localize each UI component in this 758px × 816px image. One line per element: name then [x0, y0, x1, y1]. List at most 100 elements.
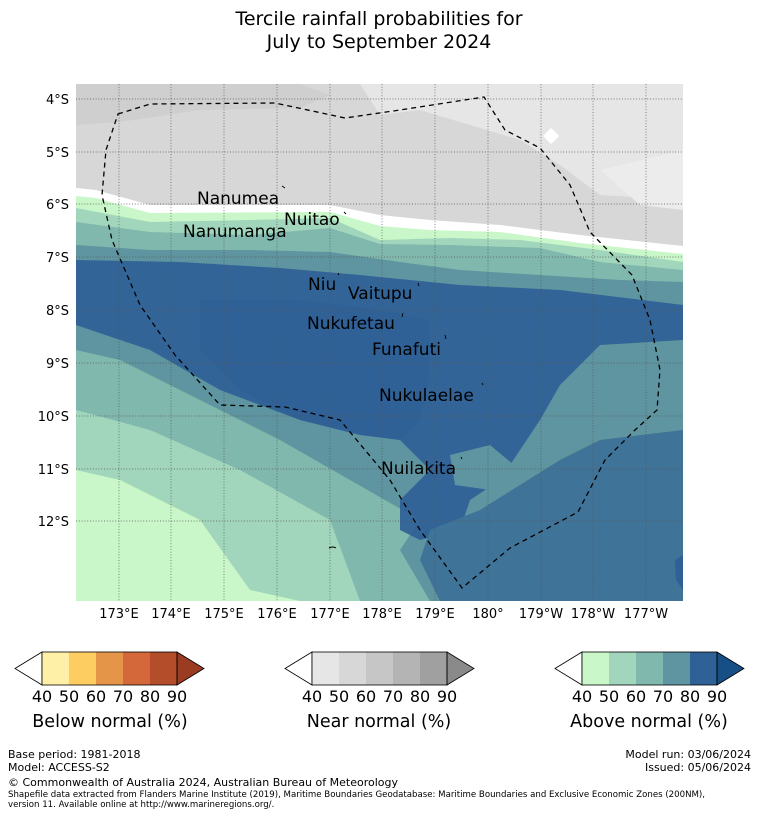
- title-line-1: Tercile rainfall probabilities for: [235, 8, 523, 30]
- shapefile-line-2: version 11. Available online at http://w…: [8, 800, 275, 810]
- near-normal-colorbar: 40 50 60 70 80 90: [284, 651, 475, 706]
- issued-date: Issued: 05/06/2024: [644, 760, 751, 774]
- colorbar-tick-label: 90: [167, 687, 187, 706]
- lat-label: 4°S: [46, 93, 69, 108]
- colorbar-tick-label: 60: [626, 687, 646, 706]
- graticule: [76, 84, 683, 601]
- colorbar-swatch: [582, 652, 609, 685]
- colorbar-frame: [581, 651, 718, 686]
- colorbar-over-extension: [446, 651, 475, 686]
- colorbar-tick-label: 40: [302, 687, 322, 706]
- colorbar-tick-label: 70: [383, 687, 403, 706]
- lon-label: 174°E: [151, 607, 191, 622]
- colorbar-tick-label: 50: [599, 687, 619, 706]
- probability-contours: [76, 84, 683, 601]
- place-label: Nuitao: [284, 210, 340, 230]
- colorbar-frame: [311, 651, 448, 686]
- colorbar-tick-label: 60: [356, 687, 376, 706]
- colorbar-swatch: [42, 652, 69, 685]
- place-label: Nukulaelae: [379, 386, 474, 406]
- below-normal-colorbar: 40 50 60 70 80 90: [14, 651, 205, 706]
- footer-left: Base period: 1981-2018 Model: ACCESS-S2: [8, 748, 141, 774]
- island-shapes: [281, 185, 484, 460]
- place-label: Nanumanga: [183, 222, 287, 242]
- lon-label: 178°W: [571, 607, 615, 622]
- colorbar-tick-label: 40: [572, 687, 592, 706]
- above-normal-edge-patch: [675, 555, 683, 590]
- above-normal-core-region: [200, 300, 430, 440]
- near-normal-55-region: [76, 84, 330, 125]
- colorbar-tick-label: 70: [113, 687, 133, 706]
- colorbar-frame: [41, 651, 178, 686]
- lat-label: 5°S: [46, 146, 69, 161]
- model-run: Model run: 03/06/2024: [625, 748, 751, 761]
- colorbar-over-extension: [716, 651, 745, 686]
- colorbars: 40 50 60 70 80 90 40 50 60 70 80 90 40 50 60 70 80 90: [14, 651, 745, 706]
- island-marker: [328, 546, 337, 549]
- lon-label: 179°W: [519, 607, 563, 622]
- colorbar-swatch: [609, 652, 636, 685]
- colorbar-swatch: [690, 652, 717, 685]
- above-normal-label: Above normal (%): [570, 712, 728, 732]
- colorbar-tick-label: 50: [59, 687, 79, 706]
- above-normal-70-patch: [450, 445, 520, 490]
- colorbar-tick-label: 60: [86, 687, 106, 706]
- place-label: Nuilakita: [381, 459, 456, 479]
- above-normal-colorbar: 40 50 60 70 80 90: [554, 651, 745, 706]
- footer-right: Model run: 03/06/2024 Issued: 05/06/2024: [625, 748, 751, 774]
- lat-label: 12°S: [38, 515, 69, 530]
- colorbar-tick-label: 90: [437, 687, 457, 706]
- colorbar-swatch: [123, 652, 150, 685]
- place-label: Nanumea: [197, 189, 279, 209]
- near-normal-light-patch: [600, 150, 683, 210]
- colorbar-under-extension: [14, 651, 43, 686]
- lat-label: 7°S: [46, 251, 69, 266]
- shapefile-credit: Shapefile data extracted from Flanders M…: [8, 790, 756, 810]
- colorbar-swatch: [96, 652, 123, 685]
- eez-boundary: [101, 96, 661, 589]
- colorbar-swatch: [312, 652, 339, 685]
- colorbar-tick-label: 90: [707, 687, 727, 706]
- above-normal-75-region: [420, 430, 683, 601]
- lat-label: 8°S: [46, 304, 69, 319]
- white-marker: [543, 128, 559, 144]
- lat-label: 6°S: [46, 198, 69, 213]
- place-label: Funafuti: [372, 340, 441, 360]
- base-period: Base period: 1981-2018: [8, 748, 141, 761]
- lon-label: 175°E: [204, 607, 244, 622]
- lon-label: 178°E: [362, 607, 402, 622]
- place-label: Nukufetau: [307, 314, 395, 334]
- copyright: © Commonwealth of Australia 2024, Austra…: [8, 776, 398, 789]
- lon-label: 177°W: [624, 607, 668, 622]
- below-normal-label: Below normal (%): [32, 712, 188, 732]
- shapefile-line-1: Shapefile data extracted from Flanders M…: [8, 790, 705, 800]
- colorbar-tick-label: 70: [653, 687, 673, 706]
- place-label: Niu: [308, 275, 336, 295]
- colorbar-swatch: [339, 652, 366, 685]
- colorbar-tick-label: 80: [140, 687, 160, 706]
- lon-label: 180°: [472, 607, 503, 622]
- colorbar-swatch: [420, 652, 447, 685]
- colorbar-under-extension: [554, 651, 583, 686]
- lon-label: 177°E: [310, 607, 350, 622]
- colorbar-tick-label: 40: [32, 687, 52, 706]
- near-normal-label: Near normal (%): [306, 712, 452, 732]
- colorbar-tick-label: 50: [329, 687, 349, 706]
- place-label: Vaitupu: [348, 284, 412, 304]
- colorbar-tick-label: 80: [410, 687, 430, 706]
- lat-label: 9°S: [46, 357, 69, 372]
- colorbar-under-extension: [284, 651, 313, 686]
- lat-label: 11°S: [38, 463, 69, 478]
- colorbar-tick-label: 80: [680, 687, 700, 706]
- lon-label: 176°E: [257, 607, 297, 622]
- lon-label: 173°E: [99, 607, 139, 622]
- colorbar-swatch: [150, 652, 177, 685]
- colorbar-swatch: [663, 652, 690, 685]
- chart-title: Tercile rainfall probabilities for July …: [0, 8, 758, 54]
- colorbar-swatch: [393, 652, 420, 685]
- lat-label: 10°S: [38, 410, 69, 425]
- colorbar-swatch: [366, 652, 393, 685]
- colorbar-swatch: [69, 652, 96, 685]
- title-line-2: July to September 2024: [266, 31, 492, 53]
